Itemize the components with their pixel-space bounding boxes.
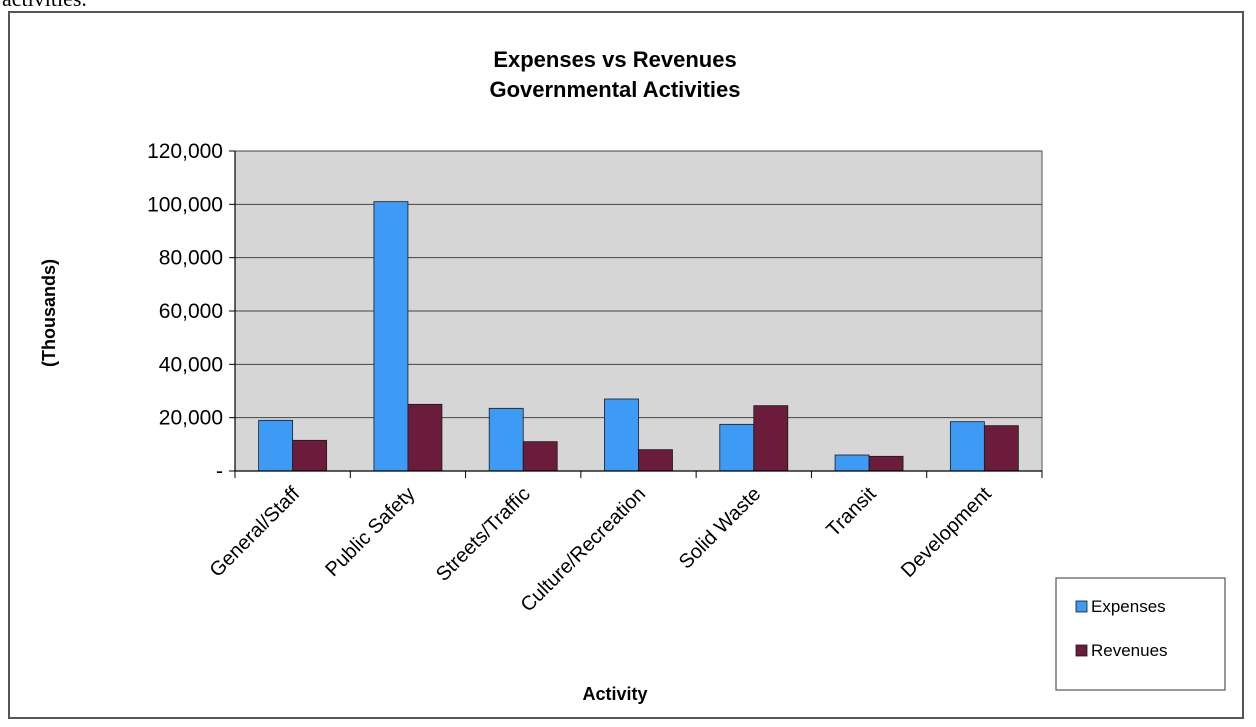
x-category-label: Streets/Traffic <box>432 483 535 586</box>
bar-revenues-4 <box>753 405 789 472</box>
legend-swatch-revenues <box>1075 644 1088 657</box>
intro-text-fragment: activities. <box>2 0 87 12</box>
legend-swatch-expenses <box>1075 600 1088 613</box>
y-tick-label: 120,000 <box>147 140 223 163</box>
x-category-label: General/Staff <box>206 483 305 582</box>
bar-expenses-4 <box>719 423 755 472</box>
bar-expenses-0 <box>258 419 294 472</box>
bars <box>258 201 1019 472</box>
x-category-label: Development <box>897 483 996 582</box>
x-category-label: Transit <box>822 483 881 542</box>
bar-chart: Expenses vs Revenues Governmental Activi… <box>39 47 1226 704</box>
legend-label-revenues: Revenues <box>1091 641 1168 660</box>
bar-expenses-6 <box>949 421 985 472</box>
x-category-label: Public Safety <box>321 483 419 581</box>
legend: Expenses Revenues <box>1055 577 1226 691</box>
bar-revenues-0 <box>292 439 328 472</box>
chart-container: Expenses vs Revenues Governmental Activi… <box>8 11 1244 719</box>
chart-title-line-2: Governmental Activities <box>489 77 740 102</box>
bar-revenues-2 <box>522 441 558 472</box>
y-tick-label: 80,000 <box>159 247 223 270</box>
bar-revenues-5 <box>868 455 904 472</box>
x-axis-title: Activity <box>582 684 647 704</box>
chart-title: Expenses vs Revenues Governmental Activi… <box>489 47 740 102</box>
y-tick-label: - <box>216 460 223 483</box>
x-category-label: Culture/Recreation <box>517 483 650 616</box>
axes <box>229 150 1043 478</box>
bar-revenues-3 <box>638 449 673 472</box>
y-tick-label: 40,000 <box>159 353 223 376</box>
bar-expenses-2 <box>488 407 524 472</box>
bar-expenses-1 <box>373 201 409 472</box>
y-tick-labels: - 20,000 40,000 60,000 80,000 100,000 120,000 <box>147 140 223 483</box>
bar-expenses-5 <box>834 454 870 472</box>
bar-revenues-6 <box>983 425 1019 472</box>
y-axis-title: (Thousands) <box>39 259 59 367</box>
legend-box <box>1055 577 1226 691</box>
y-tick-label: 20,000 <box>159 407 223 430</box>
bar-expenses-3 <box>604 398 639 472</box>
x-category-label: Solid Waste <box>675 483 765 573</box>
y-tick-label: 100,000 <box>147 193 223 216</box>
legend-label-expenses: Expenses <box>1091 597 1166 616</box>
x-category-labels: General/Staff Public Safety Streets/Traffi… <box>206 483 997 617</box>
y-tick-label: 60,000 <box>159 300 223 323</box>
bar-revenues-1 <box>407 403 443 472</box>
chart-title-line-1: Expenses vs Revenues <box>493 47 736 72</box>
